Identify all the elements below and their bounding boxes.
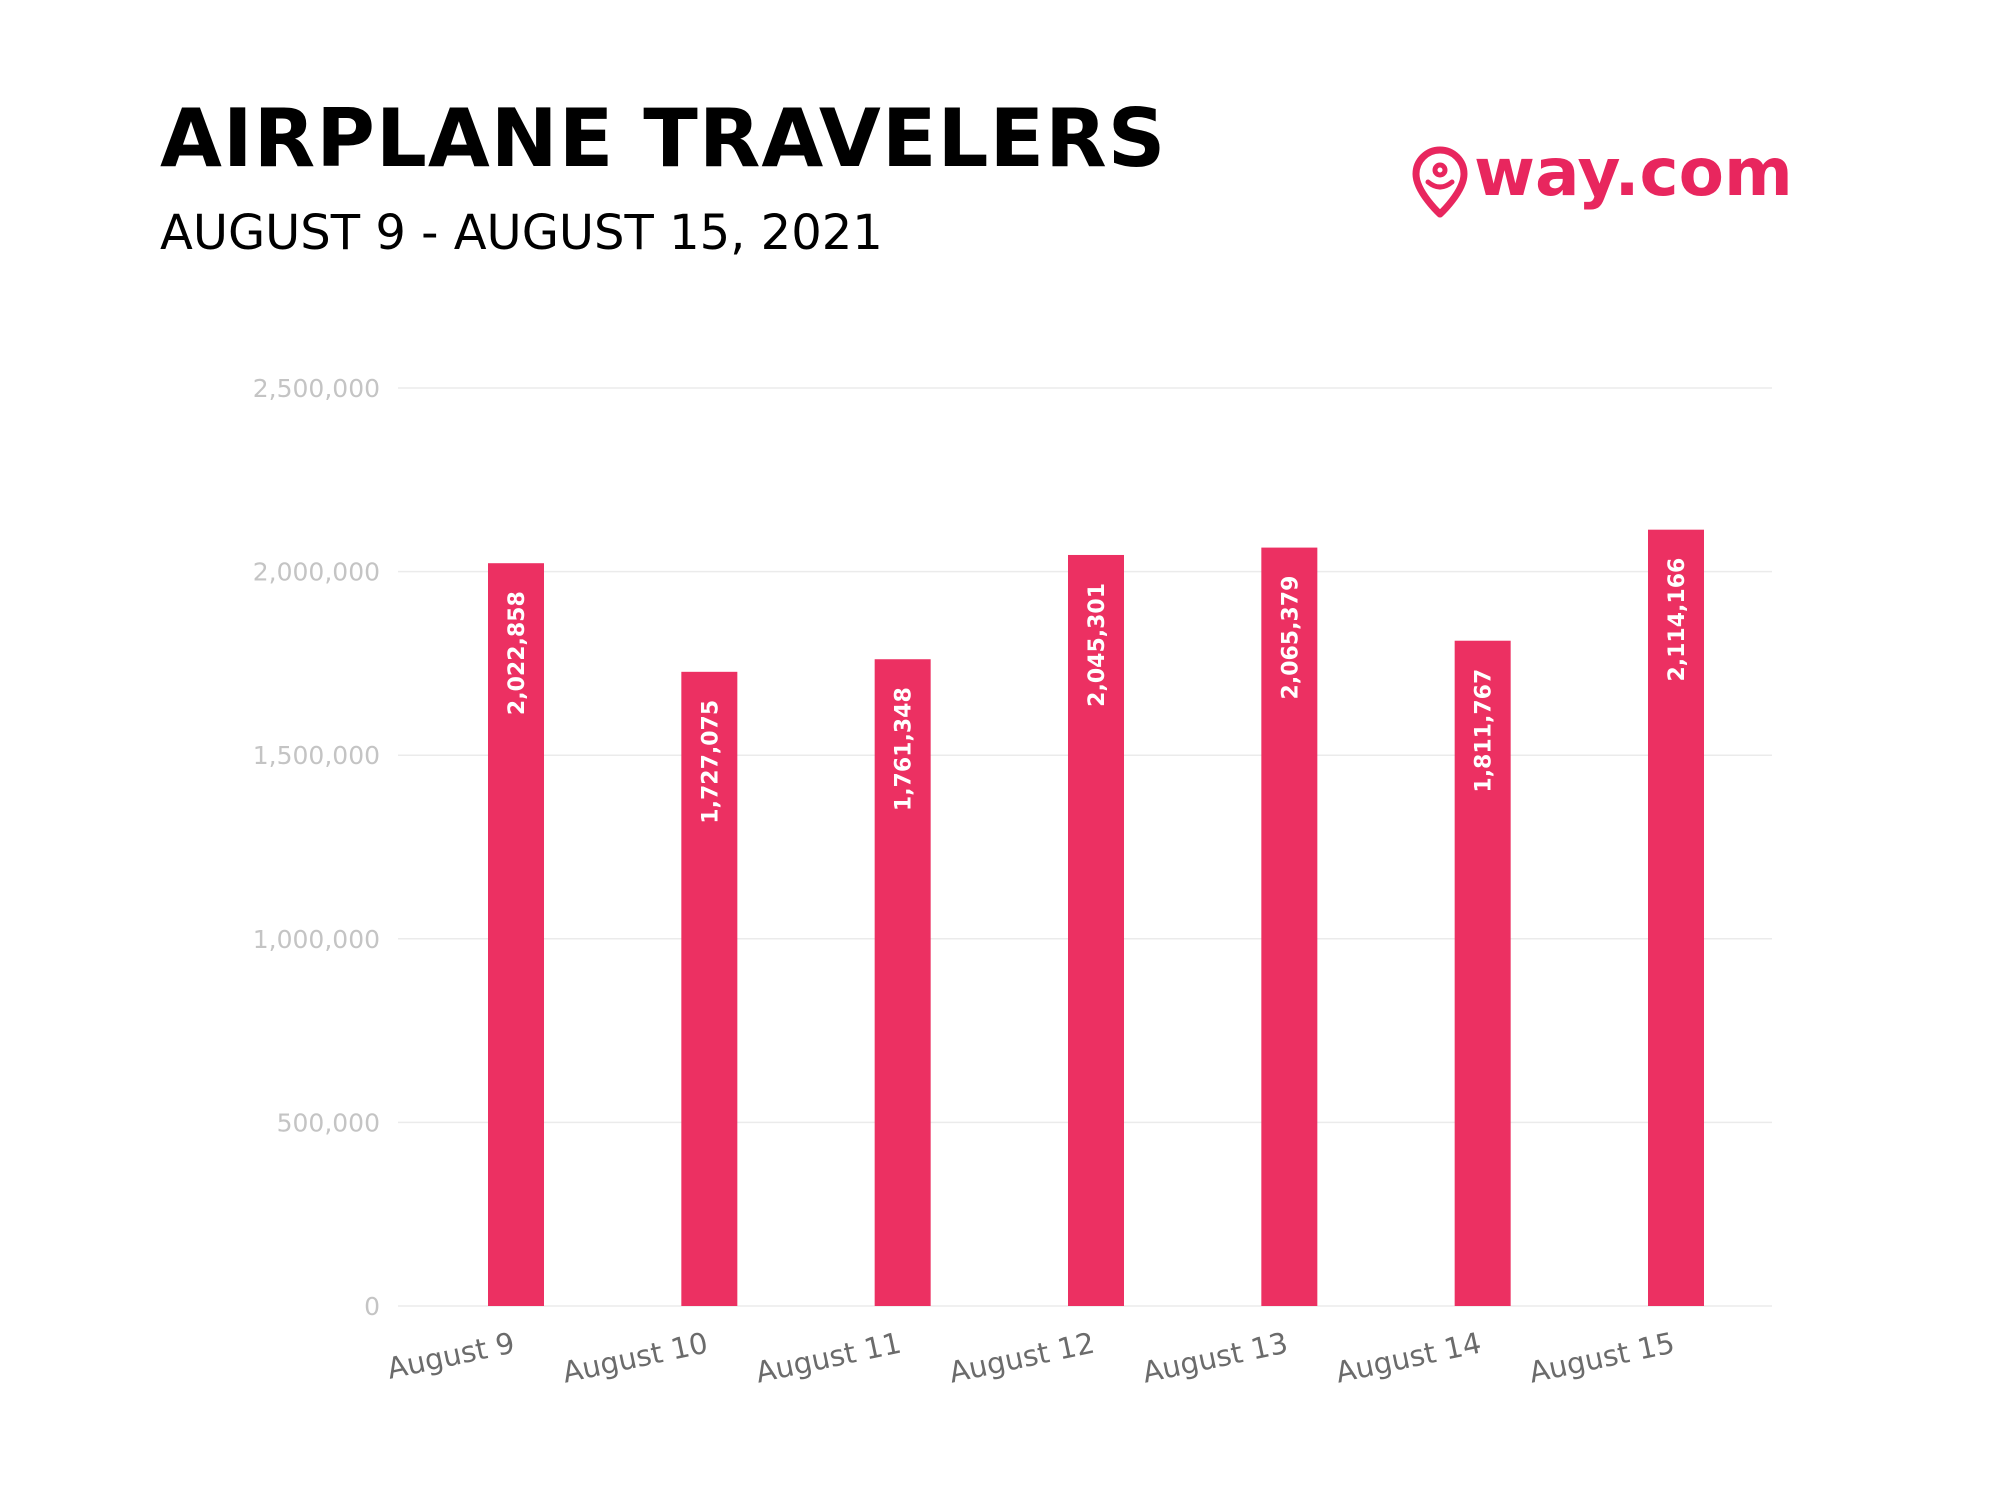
bar-value-label: 2,045,301	[1085, 583, 1110, 707]
bar-value-label: 1,761,348	[892, 687, 917, 811]
bar	[1261, 547, 1318, 1306]
y-tick-label: 2,500,000	[253, 374, 380, 403]
bar	[874, 659, 931, 1306]
y-tick-label: 0	[364, 1292, 380, 1321]
data-labels: 2,022,858 1,727,075 1,761,348 2,045,301 2,06…	[505, 558, 1690, 824]
y-tick-label: 500,000	[277, 1108, 380, 1137]
y-axis-ticks: 0 500,000 1,000,000 1,500,000 2,000,000 2,500…	[253, 374, 380, 1321]
location-pin-smiley-icon	[1412, 146, 1468, 218]
bar	[1648, 529, 1704, 1306]
bar-value-label: 2,022,858	[505, 591, 530, 715]
x-tick-label: August 15	[1526, 1326, 1677, 1390]
x-tick-label: August 12	[946, 1326, 1097, 1390]
x-axis-ticks: August 9 August 10 August 11 August 12 Augus…	[384, 1326, 1677, 1390]
x-tick-label: August 11	[753, 1326, 904, 1390]
bar-value-label: 1,811,767	[1472, 669, 1497, 793]
bar	[1068, 554, 1124, 1306]
y-tick-label: 1,000,000	[253, 925, 380, 954]
bar	[488, 563, 544, 1306]
y-tick-label: 1,500,000	[253, 741, 380, 770]
chart-subtitle: AUGUST 9 - AUGUST 15, 2021	[160, 205, 883, 261]
x-tick-label: August 13	[1139, 1326, 1290, 1390]
bar	[681, 671, 738, 1306]
logo-text: way.com	[1474, 134, 1793, 211]
x-tick-label: August 10	[559, 1326, 710, 1390]
x-tick-label: August 9	[384, 1326, 517, 1386]
x-tick-label: August 14	[1333, 1326, 1484, 1390]
brand-logo: way.com	[1410, 134, 1793, 220]
bar-value-label: 1,727,075	[698, 700, 723, 824]
bar-value-label: 2,065,379	[1278, 576, 1303, 700]
y-tick-label: 2,000,000	[253, 558, 380, 587]
bar-value-label: 2,114,166	[1665, 558, 1690, 682]
bars	[488, 529, 1704, 1306]
bar	[1454, 640, 1511, 1306]
chart-title: AIRPLANE TRAVELERS	[160, 92, 1167, 185]
